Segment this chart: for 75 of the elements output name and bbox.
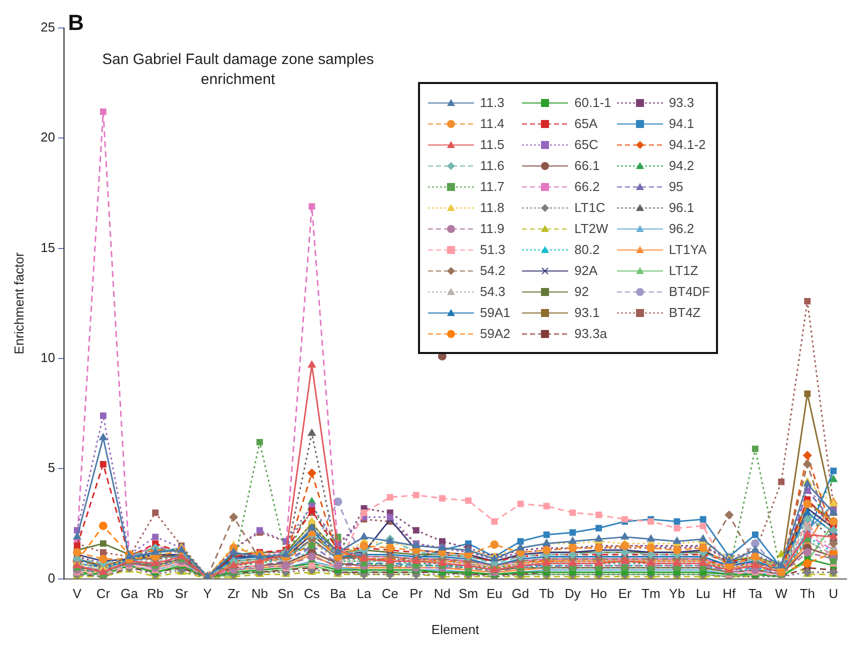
x-tick-label: Zr — [227, 586, 240, 602]
x-tick-label: Lu — [696, 586, 710, 602]
x-tick-label: V — [72, 586, 82, 602]
legend-label: 65C — [574, 137, 598, 152]
legend-label: LT1Z — [668, 263, 698, 278]
legend-label: BT4DF — [668, 284, 710, 299]
legend-label: 93.3a — [574, 326, 607, 341]
x-tick-label: Ta — [748, 586, 763, 602]
legend-label: 54.3 — [480, 284, 506, 299]
legend-label: 92A — [574, 263, 598, 278]
legend-label: 92 — [574, 284, 589, 299]
legend-label: 95 — [668, 179, 684, 194]
x-tick-label: Sn — [278, 586, 294, 602]
legend-label: 66.2 — [574, 179, 600, 194]
x-tick-label: Tb — [538, 586, 554, 602]
legend-label: 96.1 — [668, 200, 694, 215]
legend-label: 54.2 — [480, 263, 506, 278]
x-tick-label: La — [356, 586, 372, 602]
x-tick-label: Er — [618, 586, 632, 602]
x-tick-label: Rb — [147, 586, 164, 602]
x-tick-label: Gd — [512, 586, 530, 602]
legend-label: 59A2 — [480, 326, 510, 341]
legend-label: 59A1 — [480, 305, 510, 320]
legend-label: 60.1-1 — [574, 95, 612, 110]
y-tick-label: 20 — [40, 130, 56, 145]
legend-label: 11.3 — [480, 95, 504, 110]
x-tick-label: Nd — [434, 586, 451, 602]
legend-label: 11.8 — [480, 200, 504, 215]
x-tick-label: Pr — [410, 586, 424, 602]
legend-label: 11.7 — [480, 179, 504, 194]
legend-label: 11.4 — [480, 116, 504, 131]
y-tick-label: 0 — [48, 570, 56, 586]
x-tick-label: Cs — [304, 586, 320, 602]
legend-label: 51.3 — [480, 242, 506, 257]
legend-label: 94.2 — [668, 158, 694, 173]
y-tick-label: 5 — [48, 460, 56, 476]
annotation: B — [68, 10, 84, 36]
x-tick-label: Ba — [330, 586, 347, 602]
legend-label: 11.5 — [480, 137, 504, 152]
y-tick-label: 10 — [40, 350, 56, 366]
x-tick-label: Ho — [590, 586, 608, 602]
x-tick-label: Yb — [669, 586, 685, 602]
x-tick-label: Nb — [251, 586, 268, 602]
legend-label: 11.9 — [480, 221, 504, 236]
legend-label: LT1C — [574, 200, 606, 215]
y-tick-label: 25 — [40, 20, 56, 35]
x-tick-label: Tm — [642, 586, 660, 602]
x-tick-label: Dy — [564, 586, 582, 602]
y-tick-label: 15 — [40, 240, 56, 255]
legend-label: BT4Z — [668, 305, 701, 320]
y-axis-title: Enrichment factor — [11, 252, 26, 354]
x-tick-label: U — [828, 586, 838, 602]
legend-label: 93.1 — [574, 305, 600, 320]
legend-label: 94.1 — [668, 116, 694, 131]
legend-label: LT1YA — [668, 242, 707, 257]
x-tick-label: Hf — [722, 586, 736, 602]
x-axis-title: Element — [431, 622, 480, 637]
x-tick-label: Th — [800, 586, 815, 602]
legend-label: 80.2 — [574, 242, 600, 257]
x-tick-label: Sm — [458, 586, 478, 602]
x-tick-label: Y — [203, 586, 212, 602]
x-tick-label: Ce — [382, 586, 398, 602]
legend-label: 66.1 — [574, 158, 600, 173]
text: San Gabriel Fault damage zone samples enrichment — [101, 50, 375, 90]
legend-label: 93.3 — [668, 95, 694, 110]
x-tick-label: Eu — [486, 586, 502, 602]
x-tick-label: Sr — [174, 586, 189, 602]
x-tick-label: W — [775, 586, 788, 602]
legend-label: 94.1-2 — [668, 137, 706, 152]
legend-label: 11.6 — [480, 158, 504, 173]
x-tick-label: Ga — [120, 586, 139, 602]
legend-label: LT2W — [574, 221, 608, 236]
legend-label: 96.2 — [668, 221, 694, 236]
x-tick-label: Cr — [96, 586, 111, 602]
legend-label: 65A — [574, 116, 598, 131]
